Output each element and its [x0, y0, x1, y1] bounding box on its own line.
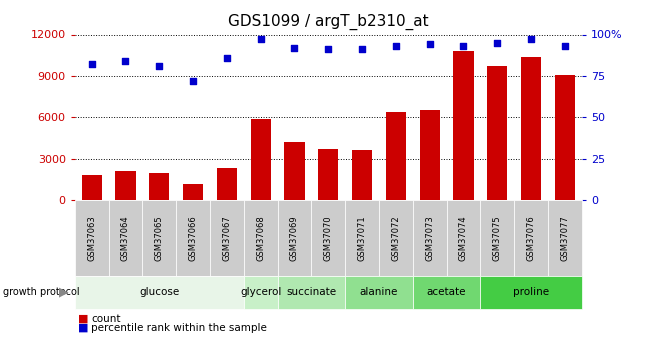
Point [391, 43, 401, 49]
Bar [250, 119, 271, 200]
Point [458, 43, 469, 49]
Text: count: count [91, 314, 120, 324]
Text: ■: ■ [78, 323, 88, 333]
Point [492, 40, 502, 46]
Text: GSM37064: GSM37064 [121, 215, 130, 261]
Bar [115, 171, 136, 200]
Text: GSM37071: GSM37071 [358, 215, 367, 261]
Text: GSM37074: GSM37074 [459, 215, 468, 261]
Text: GSM37077: GSM37077 [560, 215, 569, 261]
Text: GSM37066: GSM37066 [188, 215, 198, 261]
Text: ■: ■ [78, 314, 88, 324]
Text: GSM37067: GSM37067 [222, 215, 231, 261]
Bar [419, 110, 440, 200]
Bar [352, 150, 372, 200]
Point [188, 78, 198, 83]
Point [357, 47, 367, 52]
Bar [149, 173, 170, 200]
Point [323, 47, 333, 52]
Text: GSM37075: GSM37075 [493, 215, 502, 261]
Text: GSM37076: GSM37076 [526, 215, 536, 261]
Title: GDS1099 / argT_b2310_at: GDS1099 / argT_b2310_at [228, 14, 428, 30]
Bar [216, 168, 237, 200]
Bar [487, 66, 508, 200]
Bar [521, 57, 541, 200]
Bar [453, 51, 474, 200]
Bar [81, 175, 102, 200]
Text: glycerol: glycerol [240, 287, 281, 297]
Bar [183, 184, 203, 200]
Text: GSM37068: GSM37068 [256, 215, 265, 261]
Text: alanine: alanine [359, 287, 398, 297]
Point [255, 37, 266, 42]
Bar [385, 112, 406, 200]
Bar [554, 75, 575, 200]
Point [560, 43, 570, 49]
Point [222, 55, 232, 60]
Point [424, 42, 435, 47]
Point [289, 45, 300, 50]
Text: GSM37065: GSM37065 [155, 215, 164, 261]
Point [154, 63, 164, 69]
Text: GSM37069: GSM37069 [290, 215, 299, 261]
Bar [284, 142, 305, 200]
Point [526, 37, 536, 42]
Text: glucose: glucose [139, 287, 179, 297]
Text: acetate: acetate [427, 287, 466, 297]
Text: GSM37072: GSM37072 [391, 215, 400, 261]
Text: percentile rank within the sample: percentile rank within the sample [91, 323, 267, 333]
Text: proline: proline [513, 287, 549, 297]
Text: GSM37063: GSM37063 [87, 215, 96, 261]
Point [86, 61, 97, 67]
Text: growth protocol: growth protocol [3, 287, 80, 297]
Text: ▶: ▶ [58, 286, 68, 299]
Bar [318, 149, 339, 200]
Text: GSM37073: GSM37073 [425, 215, 434, 261]
Text: succinate: succinate [286, 287, 337, 297]
Point [120, 58, 131, 64]
Text: GSM37070: GSM37070 [324, 215, 333, 261]
